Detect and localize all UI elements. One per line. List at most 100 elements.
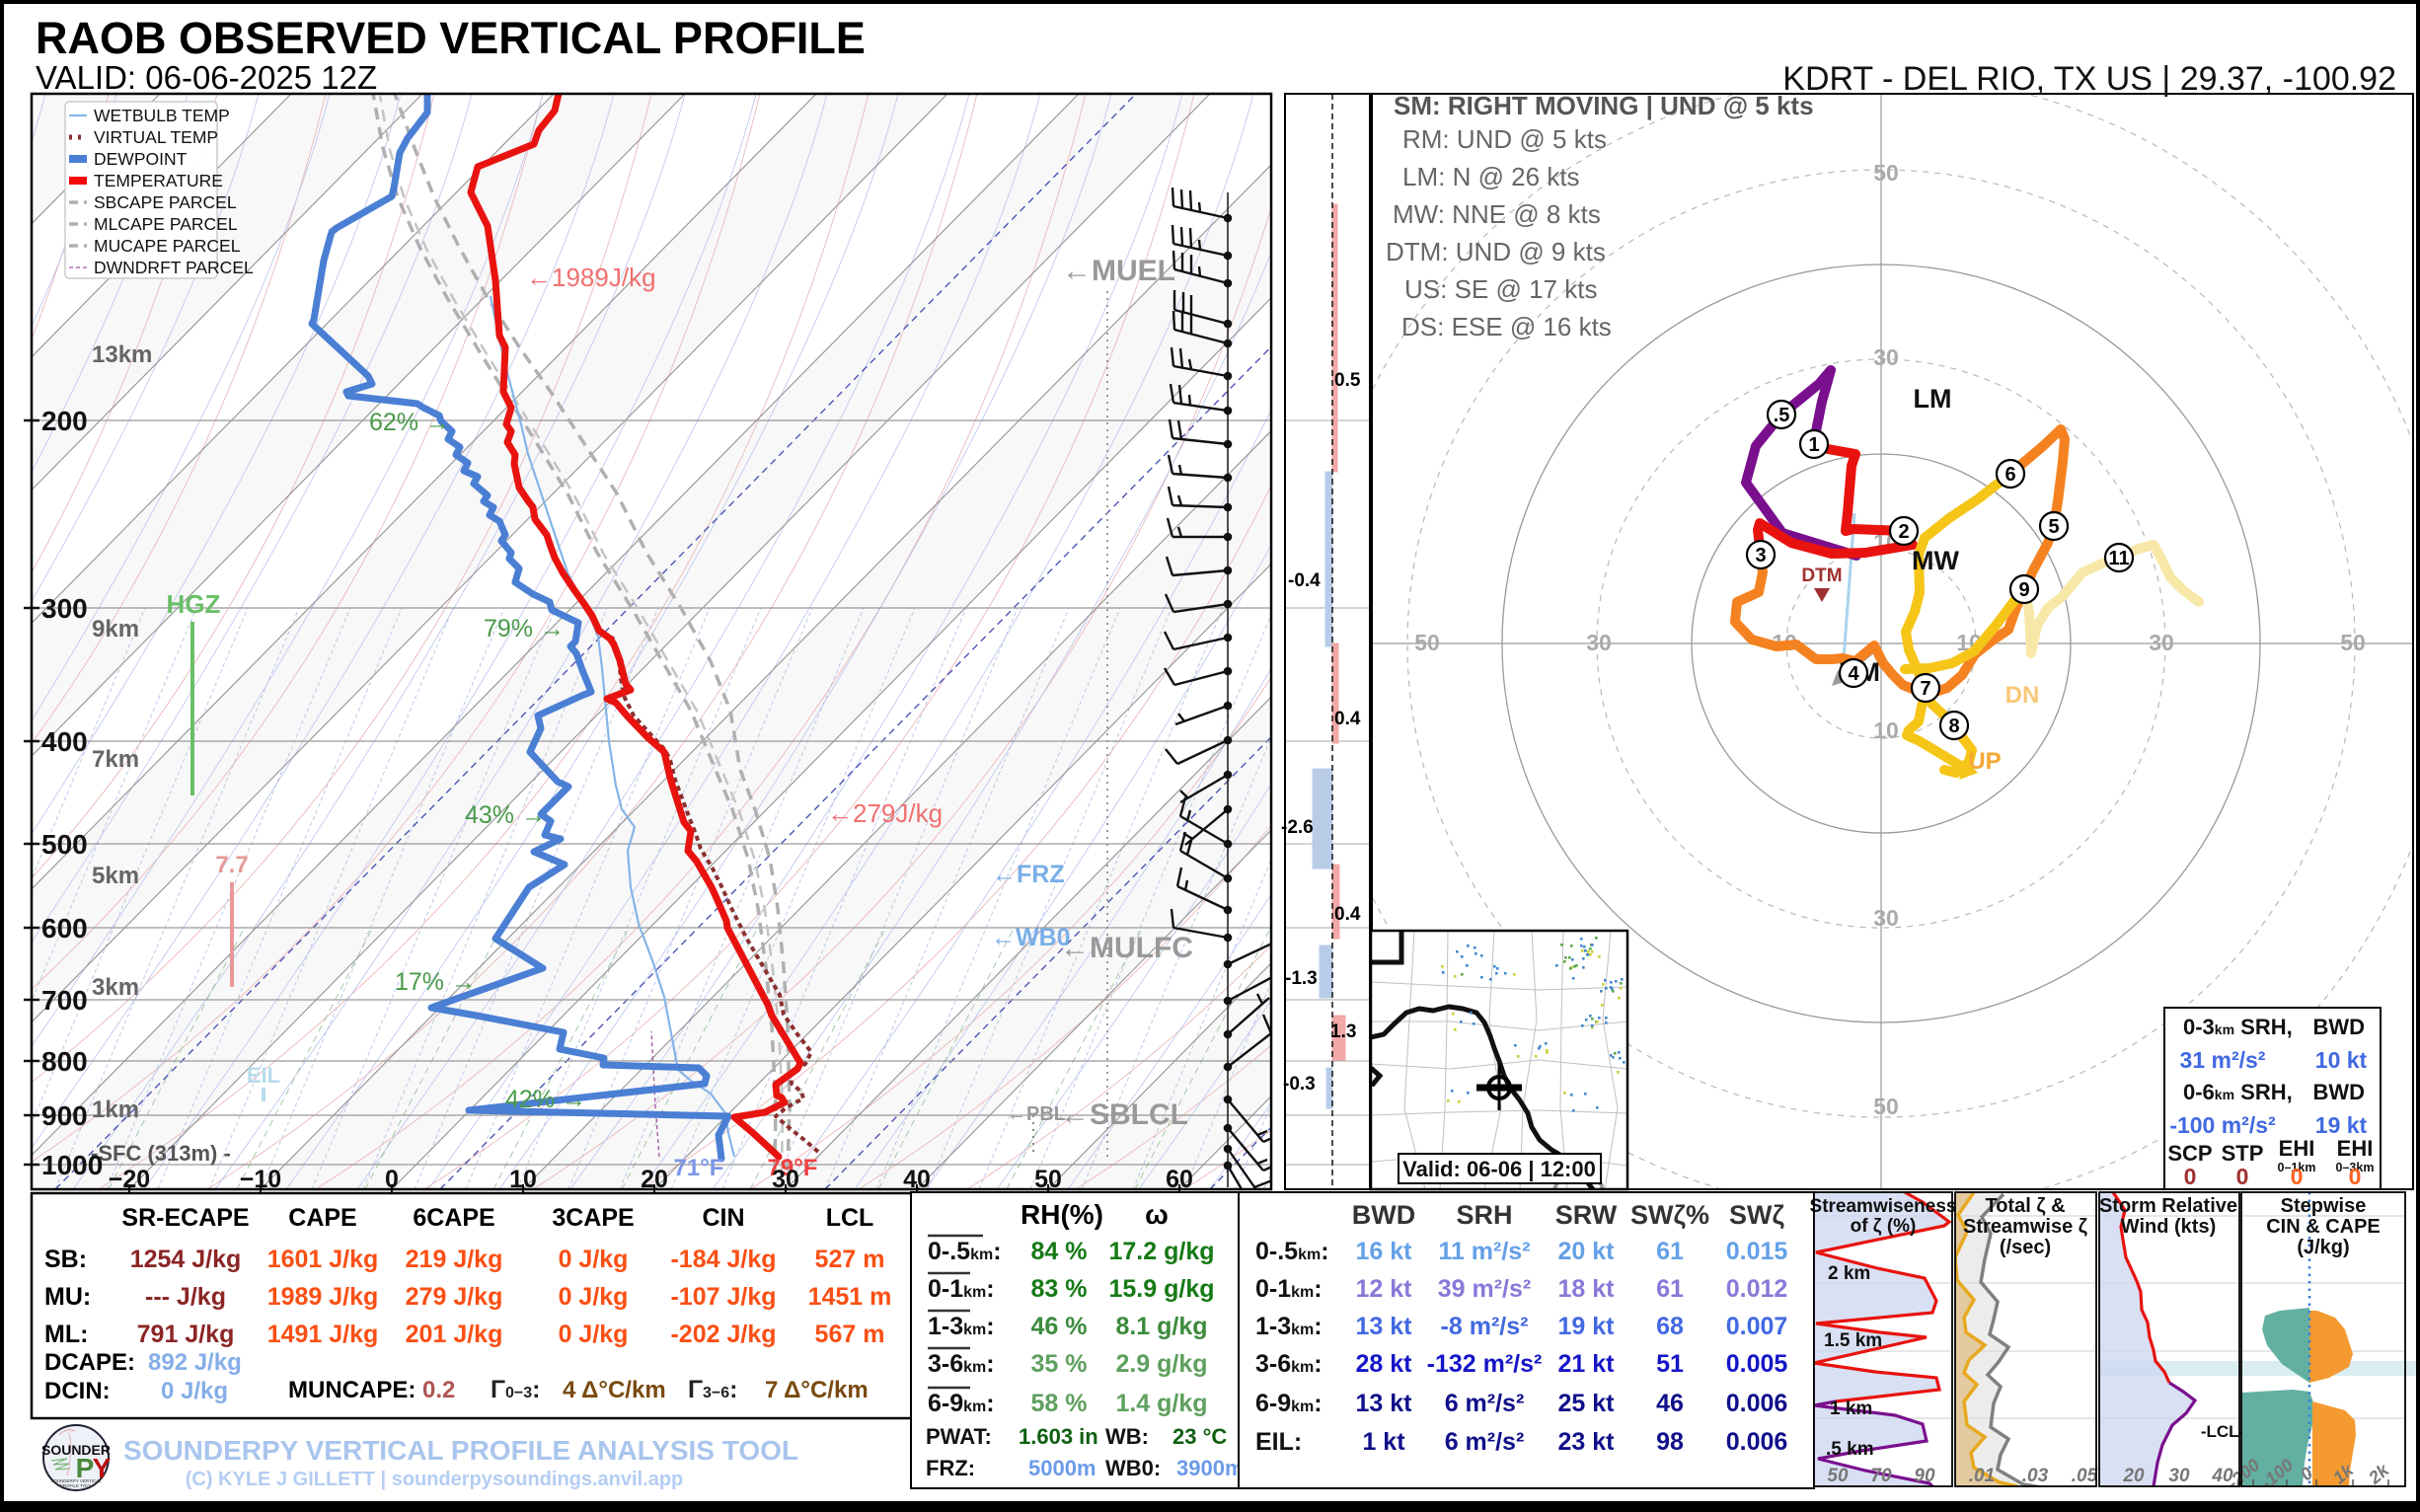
svg-text:ω: ω [1145,1199,1169,1230]
svg-text:LCL: LCL [826,1204,874,1232]
svg-text:279 J/kg: 279 J/kg [406,1283,503,1311]
svg-text:51: 51 [1656,1350,1684,1378]
svg-text:0.2: 0.2 [422,1377,455,1403]
svg-text:46: 46 [1656,1390,1684,1417]
svg-text:SOUNDER: SOUNDER [41,1442,111,1458]
svg-text:0: 0 [2236,1164,2249,1189]
svg-text:6 m²/s²: 6 m²/s² [1445,1390,1525,1417]
svg-text:←MUEL: ←MUEL [1062,255,1175,287]
svg-text:-107 J/kg: -107 J/kg [670,1283,776,1311]
svg-text:19 kt: 19 kt [1558,1313,1616,1340]
svg-text:←1989J/kg: ←1989J/kg [526,263,656,292]
svg-text:-0.3: -0.3 [1283,1074,1316,1095]
svg-text:219 J/kg: 219 J/kg [406,1246,503,1273]
svg-text:UP: UP [1968,748,2001,775]
svg-text:600: 600 [41,913,88,944]
svg-text:-2.6: -2.6 [1281,817,1314,838]
svg-text:4: 4 [1848,663,1859,685]
svg-text:5000m: 5000m [1028,1456,1097,1480]
svg-text:400: 400 [41,726,88,757]
svg-text:VIRTUAL TEMP: VIRTUAL TEMP [94,127,218,147]
svg-text:SRW: SRW [1555,1200,1618,1230]
svg-text:←PBL: ←PBL [1007,1103,1066,1125]
svg-text:MU:: MU: [44,1283,91,1311]
svg-text:US: SE @ 17 kts: US: SE @ 17 kts [1404,274,1597,304]
svg-text:SWζ%: SWζ% [1630,1200,1709,1230]
svg-text:Storm Relative: Storm Relative [2099,1195,2237,1217]
svg-text:23 kt: 23 kt [1558,1428,1616,1456]
svg-text:200: 200 [41,406,88,436]
svg-text:9km: 9km [92,616,139,643]
svg-text:0.005: 0.005 [1726,1350,1788,1378]
svg-text:MW: NNE @ 8 kts: MW: NNE @ 8 kts [1393,199,1601,229]
svg-text:61: 61 [1656,1238,1684,1265]
svg-text:1254 J/kg: 1254 J/kg [130,1246,242,1273]
svg-text:7km: 7km [92,746,139,773]
svg-text:Y: Y [93,1453,112,1483]
svg-text:2: 2 [1898,521,1909,543]
svg-text:71°F: 71°F [674,1155,724,1181]
svg-text:Streamwiseness: Streamwiseness [1810,1196,1957,1217]
svg-text:30: 30 [1586,630,1612,655]
svg-text:7 Δ°C/km: 7 Δ°C/km [765,1377,869,1403]
svg-text:(C) KYLE J GILLETT | sounderpy: (C) KYLE J GILLETT | sounderpysoundings.… [186,1469,684,1490]
svg-text:28 kt: 28 kt [1356,1350,1413,1378]
svg-text:BWD: BWD [2312,1015,2365,1039]
svg-text:1 km: 1 km [1830,1399,1872,1419]
svg-text:527 m: 527 m [815,1246,885,1273]
svg-text:DCIN:: DCIN: [44,1378,111,1404]
svg-text:50: 50 [1827,1466,1849,1486]
svg-text:16 kt: 16 kt [1356,1238,1413,1265]
svg-text:0–3km: 0–3km [2336,1161,2375,1174]
svg-text:0-6km SRH,: 0-6km SRH, [2183,1080,2293,1104]
svg-text:DTM: DTM [1801,566,1842,586]
svg-text:Wind (kts): Wind (kts) [2121,1216,2216,1238]
svg-text:20 kt: 20 kt [1558,1238,1616,1265]
svg-text:1000: 1000 [41,1150,103,1180]
svg-text:6CAPE: 6CAPE [413,1204,494,1232]
svg-text:700: 700 [41,985,88,1016]
svg-text:62% →: 62% → [369,409,450,436]
svg-text:DEWPOINT: DEWPOINT [94,149,188,169]
svg-text:DCAPE:: DCAPE: [44,1349,135,1376]
svg-text:.03: .03 [2022,1466,2049,1486]
svg-text:5km: 5km [92,863,139,889]
svg-text:←FRZ: ←FRZ [992,861,1065,888]
svg-text:Stepwise: Stepwise [2281,1195,2367,1217]
svg-text:0-1km:: 0-1km: [1255,1275,1323,1303]
svg-text:FRZ:: FRZ: [926,1456,975,1480]
svg-text:SBCAPE PARCEL: SBCAPE PARCEL [94,192,237,212]
svg-text:LM: LM [1914,384,1952,414]
svg-text:7.7: 7.7 [215,852,248,878]
svg-text:6: 6 [2004,464,2015,486]
svg-text:DS: ESE @ 16 kts: DS: ESE @ 16 kts [1401,312,1612,341]
svg-text:15.9 g/kg: 15.9 g/kg [1109,1275,1215,1303]
svg-text:11 m²/s²: 11 m²/s² [1438,1238,1530,1265]
svg-text:VALID: 06-06-2025 12Z: VALID: 06-06-2025 12Z [36,59,377,96]
svg-text:TEMPERATURE: TEMPERATURE [94,171,223,190]
svg-text:0-3km SRH,: 0-3km SRH, [2183,1015,2293,1039]
svg-text:68: 68 [1656,1313,1684,1340]
svg-text:30: 30 [2168,1466,2190,1486]
svg-text:39 m²/s²: 39 m²/s² [1438,1275,1531,1303]
svg-text:1989 J/kg: 1989 J/kg [267,1283,379,1311]
svg-text:0 J/kg: 0 J/kg [559,1246,629,1273]
svg-text:LM: N @ 26 kts: LM: N @ 26 kts [1402,162,1580,191]
svg-text:13 kt: 13 kt [1356,1390,1413,1417]
svg-text:12 kt: 12 kt [1356,1275,1413,1303]
svg-text:0: 0 [2291,1164,2304,1189]
svg-text:1601 J/kg: 1601 J/kg [267,1246,379,1273]
svg-text:8.1 g/kg: 8.1 g/kg [1115,1313,1207,1340]
svg-text:892 J/kg: 892 J/kg [148,1349,242,1376]
svg-text:EIL: EIL [247,1063,280,1088]
svg-text:-SFC (313m) -: -SFC (313m) - [91,1141,231,1166]
svg-text:0.006: 0.006 [1726,1428,1788,1456]
svg-text:0 J/kg: 0 J/kg [559,1283,629,1311]
svg-text:EIL:: EIL: [1255,1428,1302,1456]
svg-text:10: 10 [1873,718,1899,743]
svg-text:KDRT - DEL RIO, TX US | 29.37,: KDRT - DEL RIO, TX US | 29.37, -100.92 [1782,60,2396,98]
svg-text:MLCAPE PARCEL: MLCAPE PARCEL [94,214,238,234]
svg-text:0: 0 [385,1166,399,1193]
svg-text:-132 m²/s²: -132 m²/s² [1427,1350,1543,1378]
svg-text:8: 8 [1948,716,1959,737]
